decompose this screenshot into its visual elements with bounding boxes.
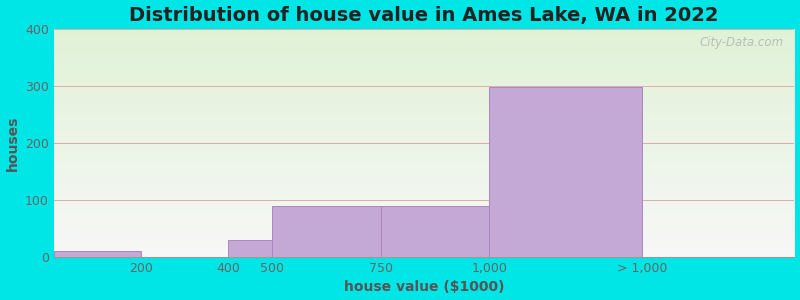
Bar [228,240,272,257]
X-axis label: house value ($1000): house value ($1000) [344,280,504,294]
Bar [54,251,141,257]
Bar [272,206,381,257]
Y-axis label: houses: houses [6,115,19,171]
Bar [490,87,642,257]
Bar [381,206,490,257]
Text: City-Data.com: City-Data.com [699,36,783,49]
Title: Distribution of house value in Ames Lake, WA in 2022: Distribution of house value in Ames Lake… [130,6,719,25]
